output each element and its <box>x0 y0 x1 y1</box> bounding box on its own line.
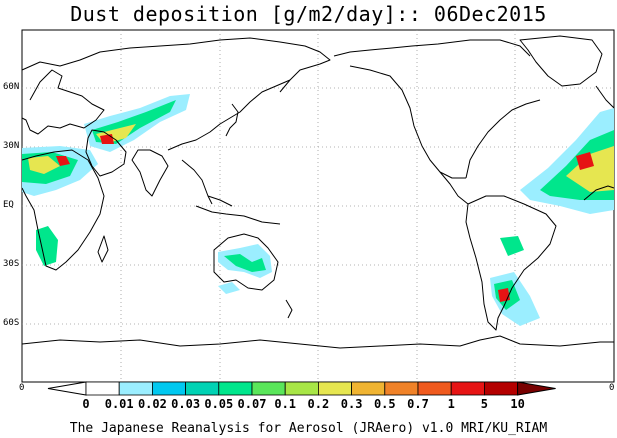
dust-plume-sahara-high <box>28 156 60 174</box>
colorbar-label: 5 <box>480 397 489 411</box>
lat-label-30s: 30S <box>3 259 20 269</box>
colorbar-label: 0.01 <box>104 397 134 411</box>
colorbar-box <box>351 381 386 396</box>
colorbar-label: 0.5 <box>373 397 396 411</box>
colorbar-box <box>218 381 253 396</box>
colorbar-box <box>417 381 452 396</box>
colorbar-box <box>284 381 319 396</box>
colorbar-box <box>384 381 419 396</box>
colorbar-label: 0.03 <box>171 397 201 411</box>
dust-plume-southamerica <box>500 236 524 256</box>
colorbar-box <box>251 381 286 396</box>
corner-label-right: 0 <box>609 383 615 393</box>
colorbar-box <box>317 381 352 396</box>
dust-plume-southafrica <box>36 226 58 266</box>
map-title: Dust deposition [g/m2/day]:: 06Dec2015 <box>70 2 547 26</box>
colorbar-label: 0 <box>82 397 90 411</box>
colorbar-label: 0.7 <box>407 397 429 411</box>
colorbar-label: 0.2 <box>307 397 330 411</box>
coastlines <box>21 35 615 349</box>
colorbar-label: 0.07 <box>237 397 267 411</box>
colorbar-box <box>185 381 220 396</box>
lat-label-60s: 60S <box>3 318 20 328</box>
colorbar-label: 0.3 <box>340 397 363 411</box>
colorbar-label: 1 <box>447 397 455 411</box>
dust-plumes <box>22 94 614 326</box>
colorbar-label: 0.02 <box>137 397 167 411</box>
lat-label-60n: 60N <box>3 82 20 92</box>
colorbar-box <box>118 381 153 396</box>
colorbar-box <box>85 381 120 396</box>
credit-line: The Japanese Reanalysis for Aerosol (JRA… <box>69 421 548 436</box>
colorbar-arrow-low <box>47 381 87 396</box>
dust-plume-australia-mid <box>224 254 266 272</box>
lat-label-30n: 30N <box>3 141 20 151</box>
colorbar-box <box>450 381 485 396</box>
lat-lon-grid <box>22 30 614 382</box>
colorbar-label: 0.1 <box>274 397 297 411</box>
dust-plume-sahara-peak <box>56 156 70 166</box>
colorbar-box <box>483 381 518 396</box>
corner-label-left: 0 <box>19 383 25 393</box>
dust-plume-atlantic-peak <box>576 152 594 170</box>
colorbar-arrow-high <box>517 381 556 396</box>
lat-label-eq: EQ <box>3 200 14 210</box>
dust-plume-australia-south <box>218 282 240 294</box>
colorbar-label: 10 <box>510 397 525 411</box>
colorbar-box <box>151 381 186 396</box>
dust-plume-atlantic-high <box>566 146 614 192</box>
colorbar-label: 0.05 <box>204 397 234 411</box>
